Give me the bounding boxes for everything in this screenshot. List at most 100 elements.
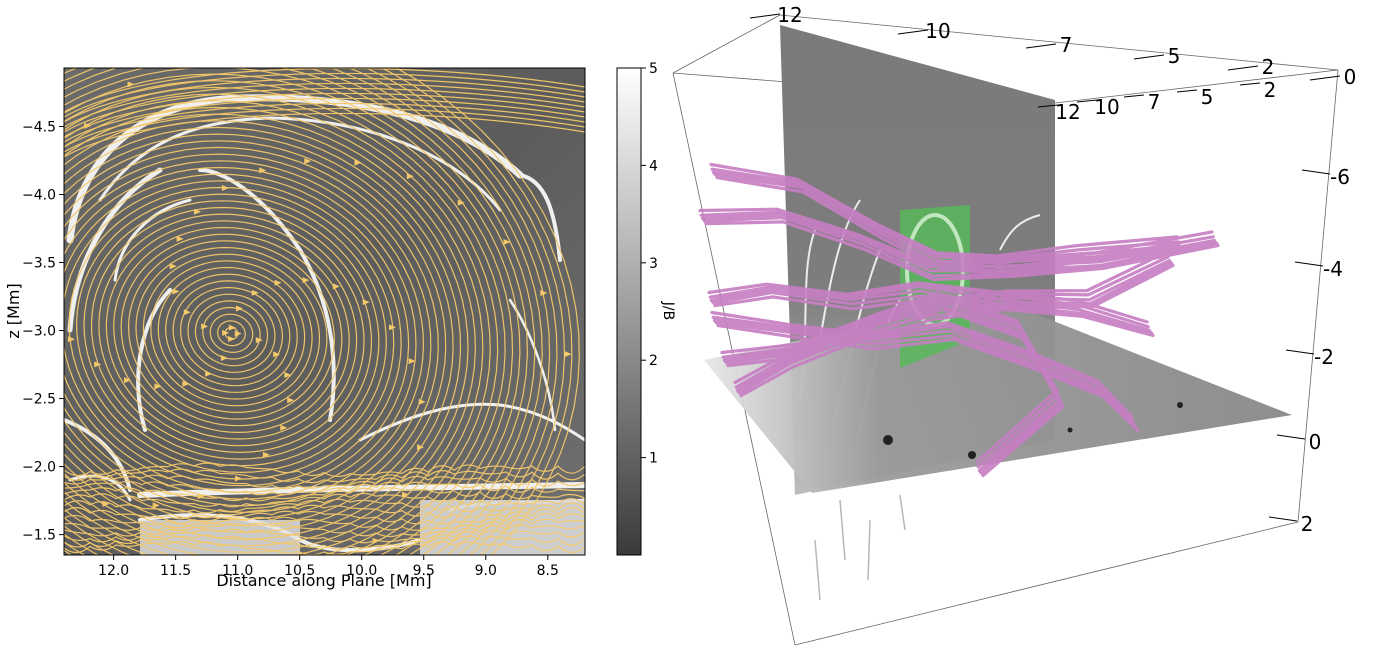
streamline-arrow [540,290,548,297]
streamline-arrow [228,335,236,342]
colorbar-label: J/B [660,301,676,320]
3d-y-tick-label: 7 [1148,90,1161,114]
streamline [142,253,321,414]
3d-x-tick-label: 12 [777,3,802,27]
streamline-arrow [48,302,55,308]
streamline [113,226,350,440]
y-tick-label: −4.0 [22,188,56,204]
streamline [64,87,585,133]
colorbar-ticks: 1 2 3 4 5 [641,61,658,467]
y-tick-label: −3.5 [22,256,56,272]
y-tick-label: −3.0 [22,324,56,340]
streamline-arrow [152,502,160,509]
streamline [157,266,306,400]
streamline-arrow [457,199,465,206]
3d-x-tick-mark [1309,75,1341,81]
streamline-arrow [287,397,295,404]
3d-z-tick-mark [1285,349,1315,355]
3d-y-tick-mark [1037,104,1059,108]
x-axis-label: Distance along Plane [Mm] [216,571,431,590]
streamline-arrow [251,289,259,296]
streamline [64,72,585,118]
field-line [716,324,1140,433]
streamline-arrow [273,351,281,358]
3d-z-tick-label: 0 [1309,430,1322,454]
streamline [64,100,491,555]
streamline [64,153,432,514]
field-line [734,255,1170,389]
streamline-arrow [197,493,205,500]
streamline [187,293,276,373]
colorbar-tick-label: 2 [649,353,658,369]
3d-z-tick-mark [1294,261,1324,267]
streamline [64,166,417,500]
streamline [64,68,551,555]
3d-x-tick-label: 0 [1344,65,1357,89]
streamline [83,200,380,467]
streamline [64,504,585,520]
streamline-arrow [255,337,263,344]
streamline [64,97,585,143]
y-tick-label: −2.5 [22,392,56,408]
streamline [64,112,585,158]
streamline [64,73,521,555]
x-tick-label: 10.0 [346,563,377,579]
streamline-arrow [401,491,409,498]
streamline [64,146,439,520]
colorbar-tick-label: 5 [649,61,658,77]
streamline-arrow [221,185,229,192]
3d-x-tick-mark [1227,65,1259,71]
streamline-arrow [332,283,340,290]
streamline-arrow [182,380,190,387]
streamline-arrow [235,475,243,482]
streamline [64,93,499,555]
streamline [64,86,506,555]
streamline-arrow [406,173,414,180]
streamline-arrow [205,370,213,377]
3d-x-tick-label: 5 [1168,44,1181,68]
streamline-arrow [362,299,370,306]
3d-z-tick-label: -4 [1323,257,1343,281]
x-tick-label: 9.0 [475,563,497,579]
streamline [202,306,261,360]
3d-x-tick-mark [749,13,781,19]
y-tick-label: −4.5 [22,119,56,135]
streamline-arrow [183,309,191,316]
streamline [64,468,585,484]
streamline [64,68,585,113]
field-line [704,220,1220,282]
streamline [64,492,585,508]
streamline [165,273,298,393]
3d-y-tick-mark [1176,89,1198,93]
3d-z-tick-label: 2 [1301,512,1314,536]
x-tick-label: 10.5 [284,563,315,579]
magnetic-field-lines [698,162,1220,478]
streamline [64,120,469,547]
3d-x-tick-mark [1025,43,1057,49]
streamline-arrow [418,398,426,405]
streamline [64,113,477,554]
y-tick-label: −1.5 [22,528,56,544]
streamline [68,186,395,480]
field-line [711,288,1153,334]
streamline-arrow [220,354,228,361]
y-axis-ticks: −4.5 −4.0 −3.5 −3.0 −2.5 −2.0 −1.5 [22,119,64,544]
streamline [64,80,514,555]
streamline-arrow [222,329,230,336]
streamline-arrow [274,279,282,286]
3d-y-tick-mark [1076,99,1098,103]
streamline [127,240,335,427]
streamline-arrows [40,81,572,544]
streamline [64,474,585,490]
streamline-arrow [40,216,47,222]
colorbar-tick-label: 3 [649,256,658,272]
streamline [64,106,484,555]
streamline-arrow [372,537,380,544]
left-heatmap-panel: 12.0 11.5 11.0 10.5 10.0 9.5 9.0 8.5 −4.5 −4.0 −3… [4,67,586,590]
field-line [739,263,1175,398]
streamline [194,300,269,367]
streamline [179,286,284,380]
streamline-arrow [354,159,362,166]
3d-z-tick-label: -2 [1314,345,1334,369]
